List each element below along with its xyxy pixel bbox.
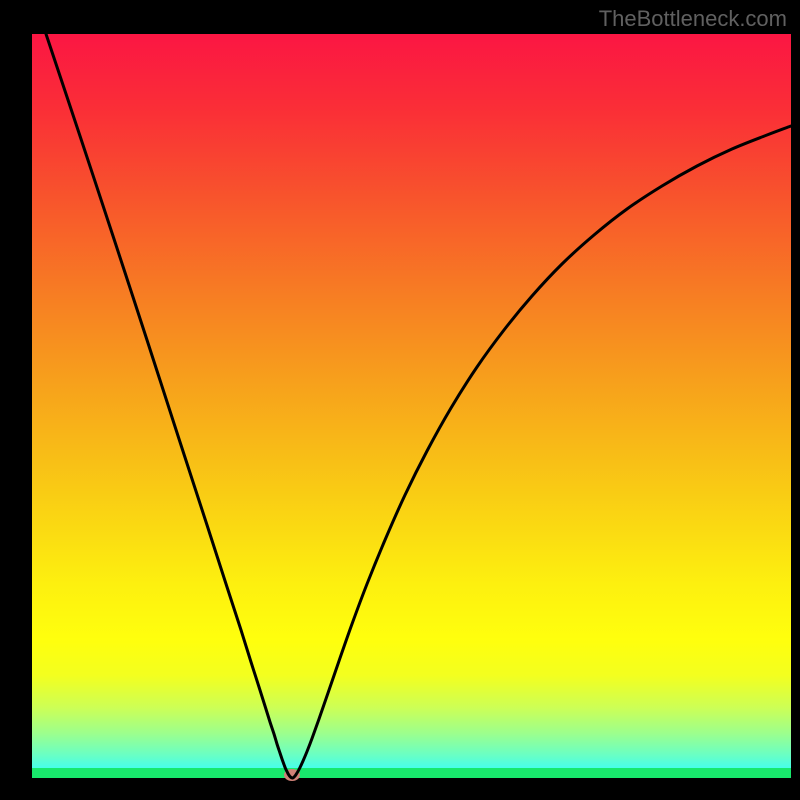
curve-layer — [32, 34, 791, 778]
gradient-background — [32, 34, 791, 778]
watermark-text: TheBottleneck.com — [599, 6, 787, 32]
chart-frame: TheBottleneck.com — [0, 0, 800, 800]
bottom-green-band — [32, 768, 791, 778]
plot-area — [32, 34, 791, 778]
